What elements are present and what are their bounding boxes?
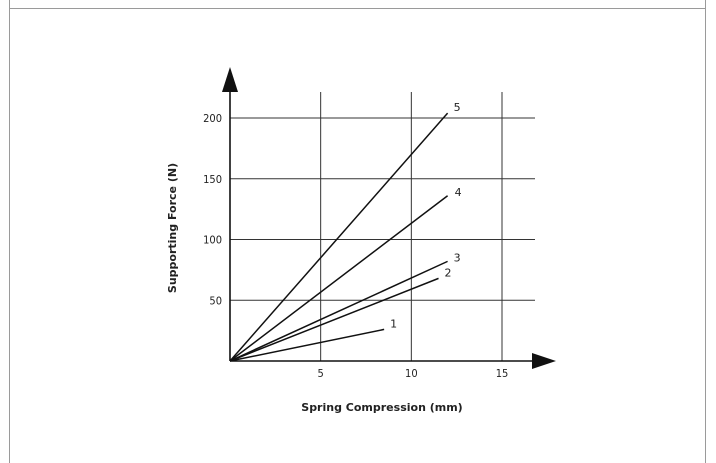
series-line-4 [229, 195, 449, 362]
frame-right-border [705, 0, 706, 463]
series-label-2: 2 [445, 266, 452, 279]
series-line-2 [229, 277, 439, 362]
series-line-3 [229, 260, 448, 362]
frame-left-border [9, 0, 10, 463]
chart-grid [230, 92, 535, 361]
series-label-5: 5 [454, 101, 461, 114]
series-label-4: 4 [455, 186, 462, 199]
x-tick-label-5: 5 [318, 367, 324, 380]
x-tick-label-15: 15 [496, 367, 509, 380]
x-axis-title: Spring Compression (mm) [301, 401, 462, 414]
chart-tick-labels: 5 10 15 50 100 150 200 [203, 112, 508, 380]
y-tick-label-200: 200 [203, 112, 222, 125]
y-axis-arrowhead [222, 67, 238, 92]
x-tick-label-10: 10 [405, 367, 418, 380]
series-label-1: 1 [390, 317, 397, 330]
y-tick-label-50: 50 [209, 294, 222, 307]
frame-top-border [9, 8, 706, 9]
y-axis-title: Supporting Force (N) [166, 163, 179, 293]
y-tick-label-150: 150 [203, 173, 222, 186]
chart-axes [222, 67, 556, 369]
y-tick-label-100: 100 [203, 234, 222, 247]
x-axis-arrowhead [532, 353, 556, 369]
series-line-1 [229, 328, 385, 362]
series-label-3: 3 [454, 251, 461, 264]
series-line-5 [229, 112, 449, 362]
